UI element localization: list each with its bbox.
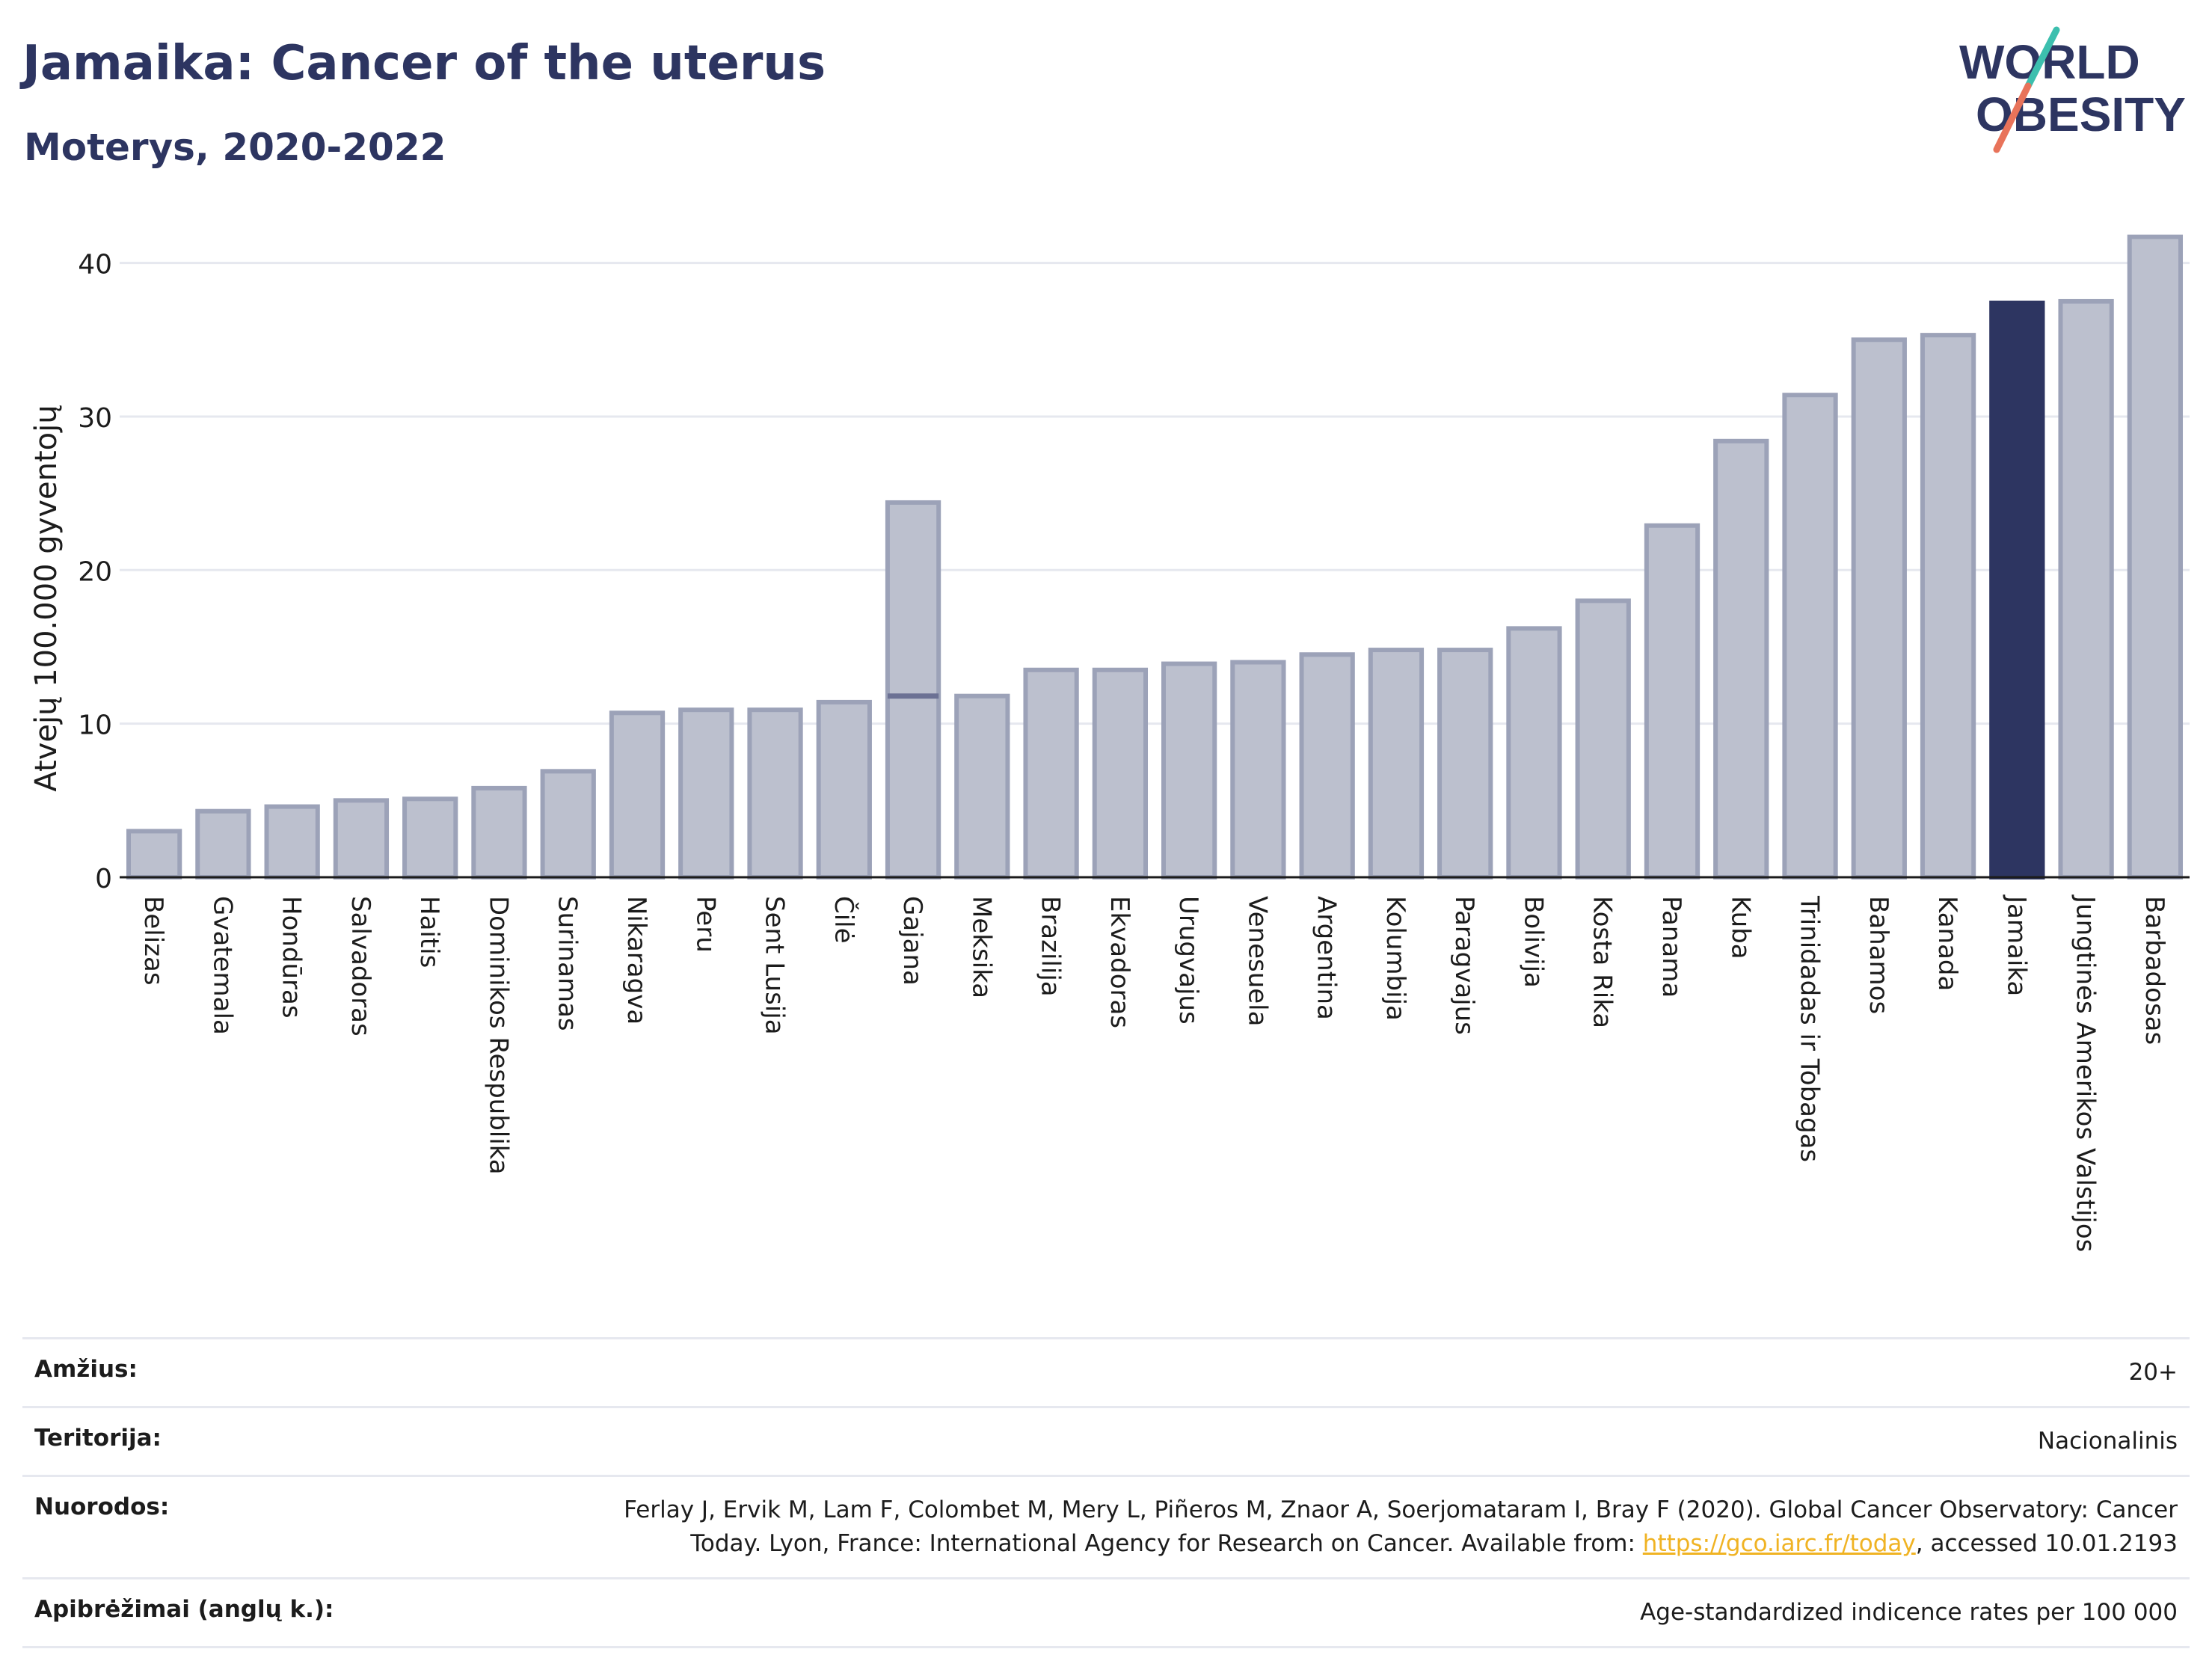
bar-haitis (402, 796, 458, 879)
territory-label: Teritorija: (22, 1405, 360, 1476)
chart-title: Jamaika: Cancer of the uterus (22, 36, 826, 91)
x-tick-label: Surinamas (553, 896, 583, 1031)
x-tick-label: Brazilija (1036, 896, 1066, 997)
y-axis-label: Atvejų 100.000 gyventojų (29, 405, 64, 791)
x-tick-label: Kanada (1932, 896, 1962, 991)
x-tick-label: Bahamos (1864, 896, 1893, 1014)
x-tick-label: Čilė (829, 896, 859, 944)
references-value: Ferlay J, Ervik M, Lam F, Colombet M, Me… (360, 1474, 2190, 1579)
bar-peru (678, 707, 734, 879)
bar-kosta-rika (1575, 598, 1631, 879)
references-link[interactable]: https://gco.iarc.fr/today (1642, 1529, 1916, 1557)
bar-čilė (816, 699, 872, 880)
info-table: Amžius: 20+ Teritorija: Nacionalinis Nuo… (22, 1337, 2190, 1648)
x-tick-label: Hondūras (277, 896, 307, 1019)
info-row-definitions: Apibrėžimai (anglų k.): Age-standardized… (22, 1576, 2190, 1648)
x-tick-label: Barbadosas (2139, 896, 2169, 1045)
x-tick-label: Gajana (897, 896, 927, 986)
bar-bolivija (1506, 626, 1562, 880)
logo-slash-teal (2024, 26, 2060, 90)
x-tick-label: Jungtinės Amerikos Valstijos (2071, 894, 2101, 1252)
y-tick-label: 0 (95, 864, 112, 894)
bar-paragvajus (1437, 648, 1493, 880)
references-text-3: , accessed 10.01.2193 (1915, 1529, 2178, 1557)
info-row-references: Nuorodos: Ferlay J, Ervik M, Lam F, Colo… (22, 1474, 2190, 1579)
x-tick-label: Trinidadas ir Tobagas (1795, 895, 1825, 1162)
info-row-territory: Teritorija: Nacionalinis (22, 1405, 2190, 1476)
x-axis-labels: Belizas Gvatemala Hondūras Salvadoras Haitis… (138, 894, 2169, 1252)
x-tick-label: Salvadoras (345, 896, 375, 1037)
bar-hondūras (264, 804, 320, 880)
bar-urugvajus (1161, 661, 1217, 879)
x-tick-label: Urugvajus (1173, 896, 1203, 1025)
x-tick-label: Sent Lusija (760, 896, 790, 1035)
x-tick-label: Belizas (138, 896, 168, 986)
bar-kanada (1920, 333, 1976, 879)
territory-value: Nacionalinis (360, 1405, 2190, 1476)
bar-meksika (954, 693, 1010, 879)
definitions-value: Age-standardized indicence rates per 100… (360, 1576, 2190, 1648)
x-tick-label: Gvatemala (207, 896, 237, 1035)
y-axis-ticks: 0 10 20 30 40 (78, 250, 112, 894)
bar-kolumbija (1368, 648, 1425, 880)
bar-nikaragva (609, 710, 666, 879)
chart-subtitle: Moterys, 2020-2022 (24, 126, 446, 169)
bar-brazilija (1023, 667, 1079, 879)
bar-surinamas (540, 769, 596, 880)
bar-argentina (1299, 652, 1355, 880)
x-tick-label: Peru (690, 896, 720, 953)
bar-belizas (126, 829, 182, 880)
x-tick-label: Ekvadoras (1105, 896, 1134, 1028)
x-tick-label: Panama (1656, 896, 1686, 998)
bar-trinidadas-ir-tobagas (1782, 393, 1838, 879)
info-row-age: Amžius: 20+ (22, 1337, 2190, 1407)
x-tick-label: Meksika (966, 896, 996, 998)
y-tick-label: 40 (78, 250, 112, 280)
age-value: 20+ (360, 1337, 2190, 1407)
x-tick-label: Bolivija (1518, 896, 1548, 988)
references-label: Nuorodos: (22, 1474, 360, 1579)
x-tick-label: Paragvajus (1449, 896, 1479, 1035)
world-obesity-logo: WORLD OBESITY (1959, 26, 2186, 153)
references-text-2: Today. Lyon, France: International Agenc… (690, 1529, 1643, 1557)
y-tick-label: 20 (78, 556, 112, 587)
bar-dominikos-respublika (471, 785, 527, 880)
bar-gajana (885, 500, 941, 879)
age-label: Amžius: (22, 1337, 360, 1407)
bars (126, 234, 2184, 880)
bar-venesuela (1230, 660, 1286, 880)
bar-sent-lusija (747, 707, 803, 879)
y-tick-label: 10 (78, 710, 112, 741)
bar-barbadosas (2127, 234, 2184, 879)
bar-bahamos (1851, 337, 1907, 880)
bar-chart: 0 10 20 30 40 Atvejų 100.000 gyventojų Beliz… (29, 234, 2190, 1252)
references-text-1: Ferlay J, Ervik M, Lam F, Colombet M, Me… (624, 1496, 2178, 1523)
x-tick-label: Dominikos Respublika (483, 896, 513, 1175)
x-tick-label: Kolumbija (1380, 896, 1410, 1021)
x-tick-label: Jamaika (2001, 894, 2031, 996)
x-tick-label: Argentina (1312, 896, 1342, 1020)
x-tick-label: Kuba (1725, 896, 1755, 959)
y-tick-label: 30 (78, 403, 112, 434)
bar-salvadoras (333, 798, 390, 879)
x-tick-label: Kosta Rika (1588, 896, 1617, 1028)
grid-lines (120, 262, 2190, 725)
bar-gvatemala (195, 808, 251, 879)
logo-slash-coral (1993, 82, 2032, 153)
bar-ekvadoras (1092, 667, 1149, 879)
x-tick-label: Nikaragva (621, 896, 651, 1025)
bar-jamaika (1989, 300, 2045, 879)
bar-kuba (1713, 438, 1769, 879)
bar-jungtinės-amerikos-valstijos (2058, 298, 2114, 880)
bar-panama (1644, 523, 1701, 879)
definitions-label: Apibrėžimai (anglų k.): (22, 1576, 360, 1648)
x-tick-label: Haitis (414, 896, 444, 968)
x-tick-label: Venesuela (1242, 896, 1272, 1026)
